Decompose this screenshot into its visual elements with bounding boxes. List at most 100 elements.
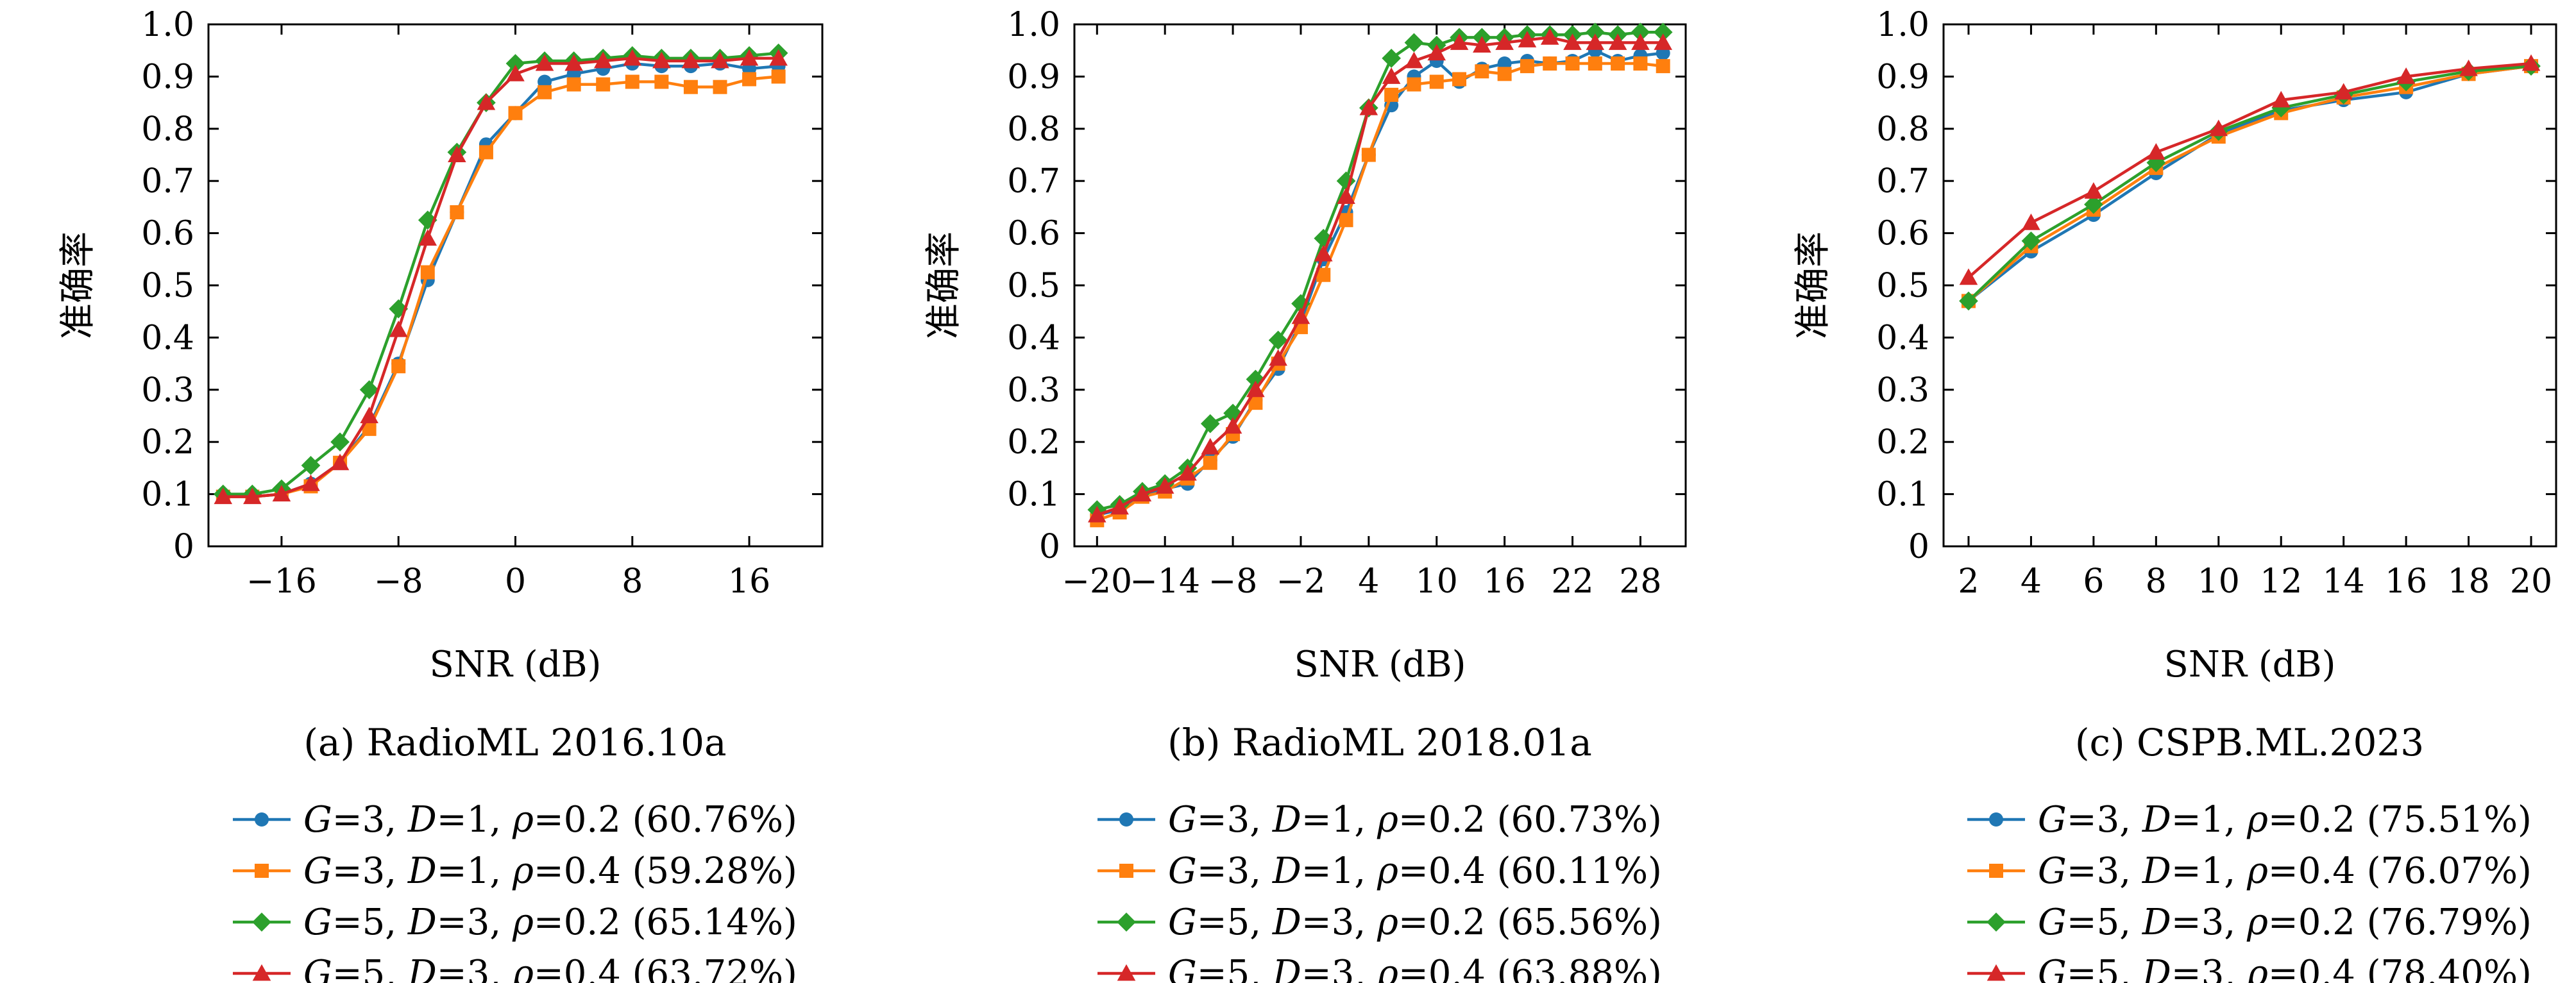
data-point — [418, 210, 437, 230]
data-point — [1361, 147, 1376, 162]
series-line — [1096, 49, 1663, 517]
legend-marker — [1987, 964, 2006, 981]
data-point — [1268, 330, 1288, 350]
y-tick-label: 0.1 — [141, 476, 194, 514]
legend-marker — [1117, 912, 1136, 932]
legend-label: G=3, D=1, ρ=0.2 (75.51%) — [2038, 799, 2532, 841]
data-point — [1404, 33, 1424, 53]
legend-marker — [1989, 812, 2003, 827]
x-tick-label: 6 — [2083, 562, 2104, 601]
x-tick-label: 16 — [1484, 562, 1526, 601]
data-point — [1654, 33, 1673, 50]
y-tick-label: 0 — [173, 528, 194, 566]
data-point — [1248, 396, 1263, 410]
data-point — [1565, 56, 1580, 71]
series-1 — [1090, 43, 1670, 523]
x-axis-label: SNR (dB) — [1294, 644, 1466, 685]
x-tick-label: 0 — [505, 562, 526, 601]
data-point — [1653, 22, 1673, 42]
legend-marker — [252, 964, 271, 981]
data-point — [535, 54, 554, 71]
y-tick-label: 1.0 — [1876, 6, 1929, 44]
legend: G=3, D=1, ρ=0.2 (60.76%) G=3, D=1, ρ=0.4 … — [233, 799, 797, 983]
legend-label: G=3, D=1, ρ=0.4 (59.28%) — [303, 850, 797, 892]
data-point — [683, 80, 698, 94]
data-point — [1586, 33, 1605, 50]
legend-label: G=5, D=3, ρ=0.4 (78.40%) — [2038, 953, 2532, 983]
data-point — [1133, 485, 1152, 502]
data-point — [362, 421, 377, 436]
y-tick-label: 0.9 — [1007, 58, 1060, 96]
series-line — [1096, 30, 1663, 512]
legend-marker — [1987, 912, 2006, 932]
chart-3: 0 0.1 0.2 0.3 0.4 0.5 0.6 0.7 0.8 0.9 1.0 2 4 6 8 10 12 1… — [1792, 6, 2557, 983]
data-point — [1497, 67, 1512, 81]
x-tick-label: −14 — [1130, 562, 1200, 601]
x-tick-label: 20 — [2510, 562, 2552, 601]
data-point — [1611, 56, 1625, 71]
data-point — [359, 380, 379, 399]
y-tick-label: 0.6 — [141, 215, 194, 253]
plot-frame — [1942, 23, 2557, 548]
data-point — [1178, 464, 1197, 481]
data-point — [593, 51, 613, 69]
legend: G=3, D=1, ρ=0.2 (75.51%) G=3, D=1, ρ=0.4 … — [1967, 799, 2532, 983]
data-point — [2084, 182, 2103, 199]
data-point — [1608, 33, 1627, 50]
series-line — [223, 62, 779, 498]
legend-item: G=3, D=1, ρ=0.2 (60.73%) — [1097, 799, 1662, 841]
data-point — [538, 85, 552, 99]
y-tick-label: 0.4 — [141, 319, 194, 357]
data-point — [1520, 59, 1534, 74]
data-point — [1631, 22, 1650, 42]
data-point — [1291, 294, 1310, 314]
x-tick-label: 10 — [1416, 562, 1458, 601]
y-axis-label: 准确率 — [1792, 231, 1834, 339]
data-point — [1959, 268, 1978, 285]
y-tick-label: 0.1 — [1007, 476, 1060, 514]
y-tick-label: 0.5 — [141, 267, 194, 305]
plot-frame — [207, 23, 824, 548]
series-3 — [1087, 22, 1673, 519]
y-tick-label: 1.0 — [1007, 6, 1060, 44]
data-point — [2022, 214, 2040, 230]
series-1 — [1961, 59, 2539, 308]
data-point — [505, 54, 525, 73]
y-tick-label: 0.7 — [1007, 162, 1060, 201]
data-point — [623, 49, 642, 66]
data-point — [1087, 505, 1106, 523]
y-tick-label: 0 — [1908, 528, 1929, 566]
data-point — [1588, 56, 1602, 71]
y-tick-label: 0.7 — [1876, 162, 1929, 201]
data-point — [771, 69, 786, 84]
series-line — [1096, 36, 1663, 517]
x-tick-label: −2 — [1276, 562, 1326, 601]
data-point — [1269, 349, 1287, 366]
x-tick-label: 2 — [1958, 562, 1979, 601]
data-point — [1633, 56, 1648, 71]
legend-marker — [1117, 964, 1136, 981]
data-point — [450, 205, 464, 220]
series-line — [1967, 64, 2532, 303]
series-4 — [1087, 28, 1673, 523]
data-point — [1203, 455, 1217, 470]
data-point — [1585, 22, 1605, 42]
data-point — [2147, 143, 2165, 160]
series-1 — [216, 56, 786, 504]
data-point — [1316, 267, 1331, 282]
legend-marker — [1989, 864, 2003, 878]
x-tick-label: −8 — [374, 562, 423, 601]
data-point — [1246, 380, 1265, 398]
legend-item: G=5, D=3, ρ=0.4 (63.72%) — [233, 953, 797, 983]
y-tick-label: 0.4 — [1007, 319, 1060, 357]
data-point — [506, 65, 525, 81]
data-point — [1563, 33, 1582, 50]
x-tick-label: −20 — [1062, 562, 1132, 601]
data-point — [330, 453, 350, 471]
data-point — [508, 106, 523, 121]
x-tick-label: 18 — [2447, 562, 2489, 601]
y-axis-label: 准确率 — [57, 231, 99, 339]
x-tick-label: 14 — [2323, 562, 2365, 601]
data-point — [448, 146, 466, 162]
legend-item: G=3, D=1, ρ=0.4 (60.11%) — [1097, 850, 1662, 892]
